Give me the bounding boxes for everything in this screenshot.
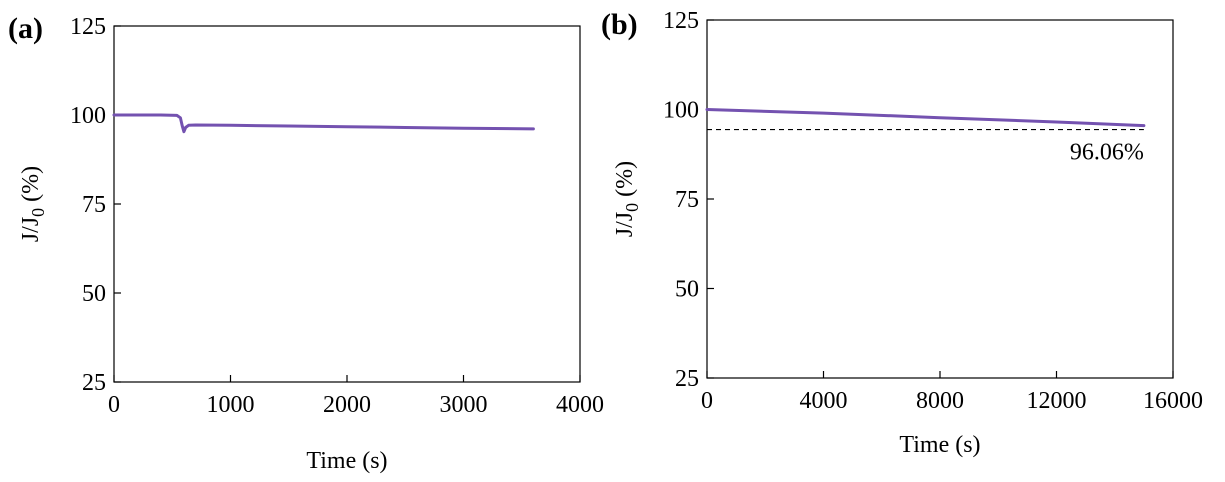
panel-b-annotation: 96.06% bbox=[1070, 140, 1144, 166]
panel-b-ytick-label: 100 bbox=[663, 98, 699, 124]
panel-b-ytick-label: 25 bbox=[675, 366, 699, 392]
panel-a-ytick-label: 75 bbox=[82, 192, 106, 218]
panel-a-xtick-label: 0 bbox=[108, 392, 120, 418]
panel-b-xtick-label: 0 bbox=[701, 388, 713, 414]
panel-b-ytick-label: 125 bbox=[663, 8, 699, 34]
panel-b-xtick-label: 8000 bbox=[916, 388, 964, 414]
panel-b-y-axis-label: J/J0 (%) bbox=[612, 161, 642, 237]
panel-a-xtick-label: 2000 bbox=[323, 392, 371, 418]
panel-a-label: (a) bbox=[8, 12, 43, 45]
panel-a-plot-frame bbox=[113, 25, 581, 383]
panel-a-ytick-label: 25 bbox=[82, 370, 106, 396]
panel-b-xtick-label: 16000 bbox=[1143, 388, 1203, 414]
panel-b-label: (b) bbox=[601, 8, 638, 41]
panel-a-y-axis-label: J/J0 (%) bbox=[18, 166, 48, 242]
panel-a-ytick-label: 100 bbox=[70, 103, 106, 129]
panel-b-xtick-label: 4000 bbox=[800, 388, 848, 414]
panel-b-ytick-label: 75 bbox=[675, 187, 699, 213]
panel-a-ytick-label: 50 bbox=[82, 281, 106, 307]
panel-a-xtick-label: 4000 bbox=[556, 392, 604, 418]
panel-b-plot-frame bbox=[706, 19, 1174, 379]
panel-b-xtick-label: 12000 bbox=[1027, 388, 1087, 414]
panel-a-xtick-label: 1000 bbox=[207, 392, 255, 418]
panel-b-ytick-label: 50 bbox=[675, 277, 699, 303]
panel-a-xtick-label: 3000 bbox=[440, 392, 488, 418]
panel-b-x-axis-label: Time (s) bbox=[899, 432, 980, 458]
panel-a-series-line-0 bbox=[112, 113, 535, 134]
panel-b-series-line-0 bbox=[705, 108, 1146, 128]
panel-a-ytick-label: 125 bbox=[70, 14, 106, 40]
panel-a-x-axis-label: Time (s) bbox=[306, 448, 387, 474]
